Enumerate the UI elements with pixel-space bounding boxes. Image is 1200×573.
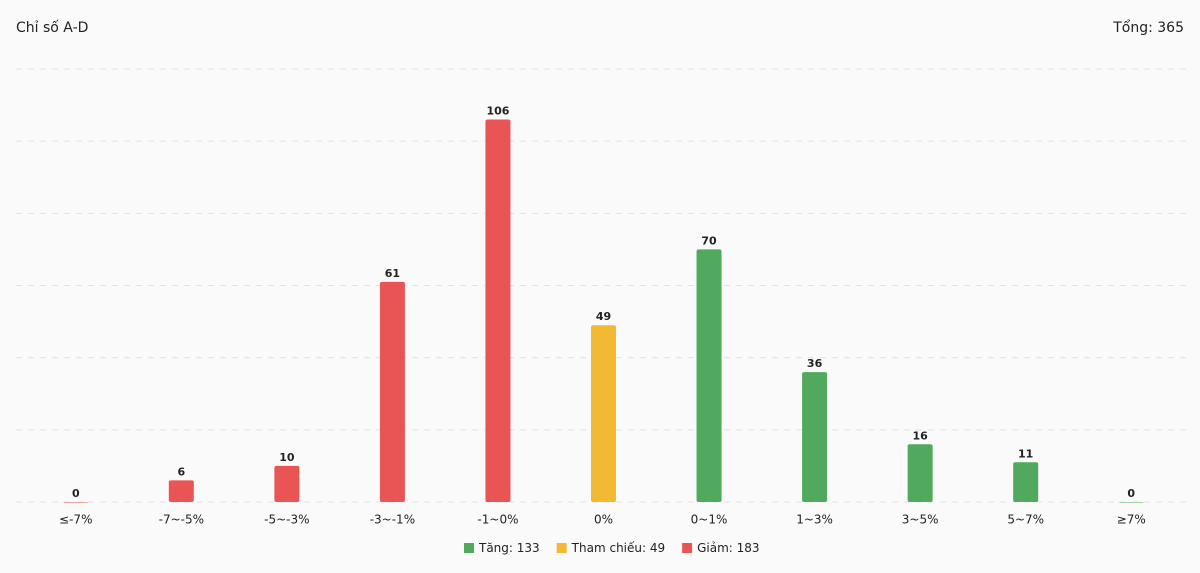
legend-label: Tham chiếu: 49	[571, 541, 665, 555]
value-label: 61	[385, 267, 400, 280]
x-tick-label: -7~-5%	[159, 513, 204, 527]
bar	[1118, 502, 1144, 503]
x-tick-label: 0%	[594, 513, 613, 527]
x-tick-label: ≤-7%	[59, 513, 92, 527]
value-label: 106	[486, 105, 509, 118]
bar	[907, 444, 933, 502]
x-tick-label: 1~3%	[796, 513, 833, 527]
x-tick-label: -5~-3%	[264, 513, 309, 527]
bar	[168, 480, 194, 502]
x-tick-label: ≥7%	[1117, 513, 1146, 527]
x-tick-label: -3~-1%	[370, 513, 415, 527]
x-tick-label: -1~0%	[477, 513, 518, 527]
legend-label: Giảm: 183	[697, 541, 759, 555]
value-label: 49	[596, 310, 611, 323]
legend-swatch	[464, 543, 474, 553]
value-label: 11	[1018, 447, 1033, 460]
total: Tổng: 365	[1112, 19, 1184, 36]
value-label: 0	[1127, 487, 1135, 500]
bar	[696, 249, 722, 502]
value-label: 6	[177, 465, 185, 478]
bar	[379, 281, 405, 502]
legend-swatch	[682, 543, 693, 553]
bar	[1013, 462, 1039, 502]
value-label: 10	[279, 451, 295, 464]
x-tick-label: 0~1%	[691, 513, 728, 527]
value-label: 36	[807, 357, 823, 370]
bar	[274, 465, 300, 502]
bar	[63, 502, 89, 503]
value-label: 0	[72, 487, 80, 500]
chart-title: Chỉ số A-D	[16, 19, 88, 36]
x-tick-label: 3~5%	[902, 513, 939, 527]
legend-label: Tăng: 133	[478, 541, 540, 555]
legend-swatch	[556, 543, 567, 553]
bar	[591, 325, 616, 502]
bar	[802, 372, 828, 502]
x-tick-label: 5~7%	[1007, 513, 1044, 527]
value-label: 70	[701, 234, 717, 247]
bar	[485, 119, 511, 503]
value-label: 16	[912, 429, 928, 442]
